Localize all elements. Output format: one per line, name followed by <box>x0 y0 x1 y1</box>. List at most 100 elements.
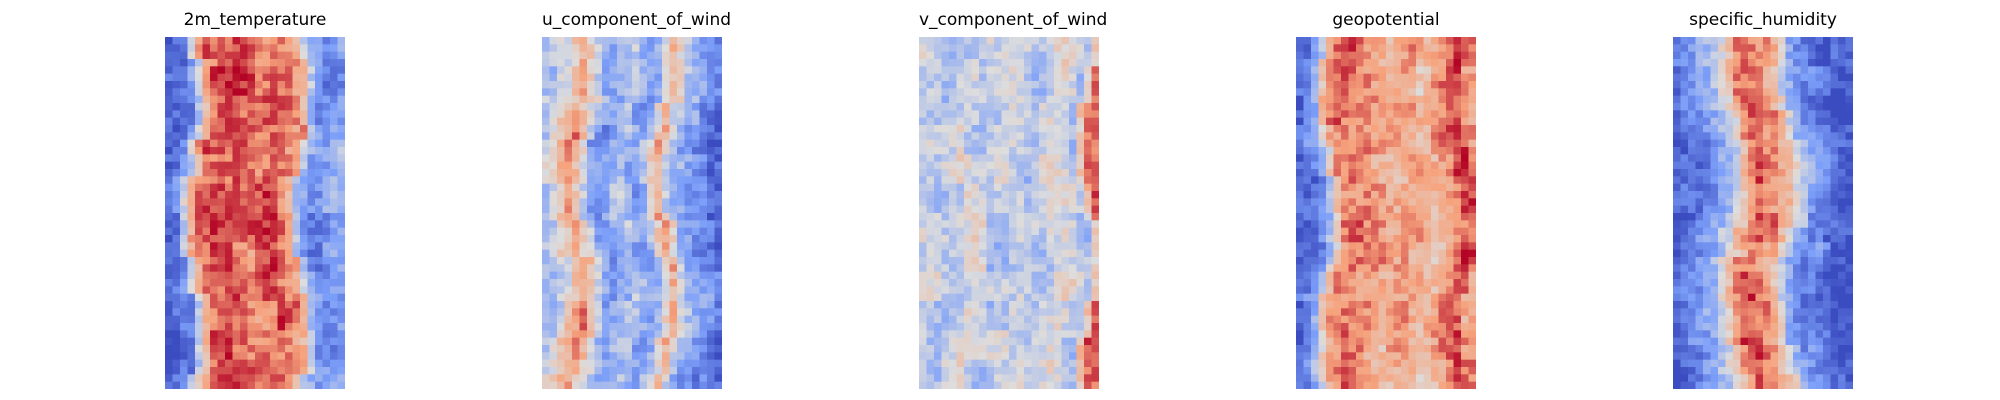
heatmap-cell <box>1016 191 1025 199</box>
heatmap-cell <box>1031 308 1040 317</box>
heatmap-cell <box>1408 169 1417 177</box>
heatmap-cell <box>714 323 722 331</box>
heatmap-cell <box>1024 308 1032 317</box>
heatmap-cell <box>542 242 550 251</box>
heatmap-cell <box>1461 139 1469 148</box>
heatmap-cell <box>949 227 957 236</box>
heatmap-cell <box>1446 235 1454 243</box>
heatmap-cell <box>647 271 655 280</box>
heatmap-cell <box>1748 147 1756 155</box>
heatmap-cell <box>1016 88 1025 97</box>
heatmap-cell <box>180 249 188 258</box>
heatmap-cell <box>699 205 708 214</box>
heatmap-cell <box>165 308 173 317</box>
heatmap-cell <box>247 198 256 207</box>
heatmap-cell <box>1461 81 1469 89</box>
heatmap-cell <box>1326 125 1334 133</box>
heatmap-cell <box>187 176 196 185</box>
heatmap-cell <box>684 154 693 163</box>
heatmap-cell <box>1453 374 1462 383</box>
heatmap-cell <box>180 213 188 221</box>
heatmap-cell <box>307 257 316 265</box>
heatmap-cell <box>602 66 610 75</box>
heatmap-cell <box>557 249 565 258</box>
heatmap-cell <box>1725 73 1734 82</box>
heatmap-cell <box>1069 205 1077 214</box>
heatmap-cell <box>277 95 286 104</box>
heatmap-cell <box>187 242 196 251</box>
heatmap-cell <box>1069 220 1077 229</box>
heatmap-cell <box>1356 352 1364 361</box>
heatmap-cell <box>602 103 610 111</box>
heatmap-cell <box>594 249 603 258</box>
heatmap-cell <box>669 308 678 317</box>
heatmap-cell <box>1770 44 1779 53</box>
heatmap-cell <box>654 95 663 104</box>
heatmap-cell <box>654 169 663 177</box>
heatmap-cell <box>240 271 248 280</box>
heatmap-cell <box>941 66 950 75</box>
heatmap-cell <box>964 205 972 214</box>
heatmap-cell <box>602 352 610 361</box>
heatmap-cell <box>1401 132 1409 141</box>
heatmap-cell <box>919 139 927 148</box>
heatmap-cell <box>1031 227 1040 236</box>
heatmap-cell <box>564 367 573 375</box>
heatmap-cell <box>986 110 995 119</box>
heatmap-cell <box>1296 73 1304 82</box>
heatmap-cell <box>1838 95 1846 104</box>
heatmap-cell <box>1054 147 1062 155</box>
heatmap-cell <box>684 191 693 199</box>
heatmap-cell <box>1046 88 1055 97</box>
heatmap-cell <box>624 235 633 243</box>
heatmap-cell <box>1363 51 1372 60</box>
heatmap-cell <box>1468 117 1476 126</box>
heatmap-cell <box>919 345 927 353</box>
heatmap-cell <box>1069 279 1077 287</box>
heatmap-cell <box>971 257 980 265</box>
heatmap-cell <box>1009 169 1017 177</box>
heatmap-cell <box>971 132 980 141</box>
heatmap-cell <box>949 242 957 251</box>
heatmap-cell <box>587 169 595 177</box>
heatmap-cell <box>714 264 722 273</box>
heatmap-cell <box>1084 117 1092 126</box>
heatmap-cell <box>956 183 965 192</box>
heatmap-cell <box>240 205 248 214</box>
heatmap-cell <box>647 132 655 141</box>
heatmap-cell <box>1311 345 1319 353</box>
heatmap-cell <box>1311 125 1319 133</box>
heatmap-cell <box>1823 51 1831 60</box>
heatmap-cell <box>1401 220 1409 229</box>
heatmap-cell <box>225 227 233 236</box>
heatmap-cell <box>714 125 722 133</box>
heatmap-cell <box>270 235 278 243</box>
heatmap-cell <box>292 169 301 177</box>
heatmap-cell <box>1054 330 1062 339</box>
heatmap-cell <box>692 227 700 236</box>
heatmap-cell <box>1311 330 1319 339</box>
heatmap-cell <box>564 359 573 368</box>
heatmap-cell <box>594 242 603 251</box>
heatmap-cell <box>1016 315 1025 324</box>
heatmap-cell <box>647 147 655 155</box>
heatmap-cell <box>1393 169 1402 177</box>
heatmap-cell <box>277 103 286 111</box>
heatmap-cell <box>617 183 625 192</box>
heatmap-cell <box>1341 51 1349 60</box>
heatmap-cell <box>1423 183 1432 192</box>
heatmap-cell <box>277 286 286 295</box>
heatmap-cell <box>1371 279 1379 287</box>
heatmap-cell <box>1408 249 1417 258</box>
heatmap-cell <box>1453 264 1462 273</box>
heatmap-cell <box>1001 235 1010 243</box>
heatmap-cell <box>1371 139 1379 148</box>
heatmap-cell <box>1378 103 1387 111</box>
heatmap-cell <box>669 345 678 353</box>
heatmap-cell <box>210 147 218 155</box>
heatmap-cell <box>315 147 323 155</box>
heatmap-cell <box>1838 73 1846 82</box>
heatmap-cell <box>557 205 565 214</box>
heatmap-cell <box>307 242 316 251</box>
heatmap-cell <box>662 37 670 45</box>
